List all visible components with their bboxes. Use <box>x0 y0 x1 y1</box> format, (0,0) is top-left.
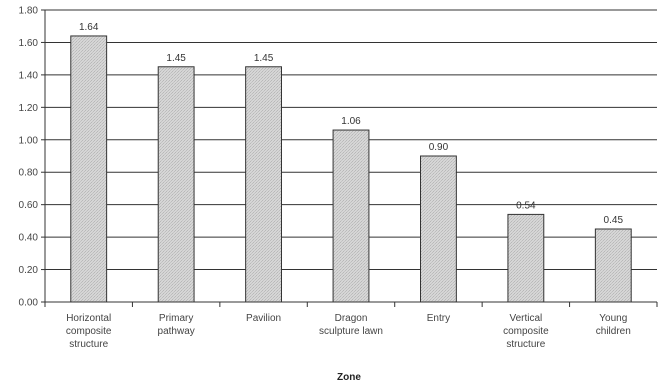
y-tick-label: 0.40 <box>19 233 39 244</box>
y-tick-label: 1.60 <box>19 38 39 49</box>
y-tick-label: 0.20 <box>19 265 39 276</box>
bar <box>245 66 282 303</box>
bar <box>157 66 195 303</box>
x-category-label: Entry <box>427 313 450 324</box>
y-tick-label: 0.60 <box>19 200 39 211</box>
y-axis-ticks: 0.00 0.20 0.40 0.60 0.80 1.00 1.20 1.40 1.60 1.80 <box>19 6 45 309</box>
data-label: 0.90 <box>429 142 449 153</box>
data-label: 0.54 <box>516 200 536 211</box>
y-tick-label: 1.00 <box>19 135 39 146</box>
axes <box>44 10 658 307</box>
data-label: 1.64 <box>79 22 99 33</box>
x-category-label: Pavilion <box>246 313 281 324</box>
y-tick-label: 0.80 <box>19 168 39 179</box>
y-tick-label: 0.00 <box>19 298 39 309</box>
bar <box>420 155 457 303</box>
x-category-label: Young children <box>596 313 631 337</box>
y-tick-label: 1.20 <box>19 103 39 114</box>
data-label: 1.06 <box>341 116 361 127</box>
data-label: 0.45 <box>604 215 624 226</box>
y-tick-label: 1.40 <box>19 70 39 81</box>
x-category-label: Primary pathway <box>158 313 195 337</box>
bar <box>332 129 370 303</box>
x-category-label: Vertical composite structure <box>503 313 549 350</box>
data-labels: 1.64 1.45 1.45 1.06 0.90 0.54 0.45 <box>79 22 623 226</box>
x-category-label: Horizontal composite structure <box>66 313 112 350</box>
y-tick-label: 1.80 <box>19 6 39 17</box>
x-axis-title: Zone <box>337 372 361 383</box>
bars <box>70 35 632 303</box>
bar <box>70 35 108 303</box>
x-category-label: Dragon sculpture lawn <box>319 313 383 337</box>
data-label: 1.45 <box>254 53 274 64</box>
x-axis-categories: Horizontal composite structure Primary pathw… <box>66 313 631 350</box>
data-label: 1.45 <box>166 53 186 64</box>
bar <box>594 228 632 303</box>
bar <box>507 213 545 303</box>
